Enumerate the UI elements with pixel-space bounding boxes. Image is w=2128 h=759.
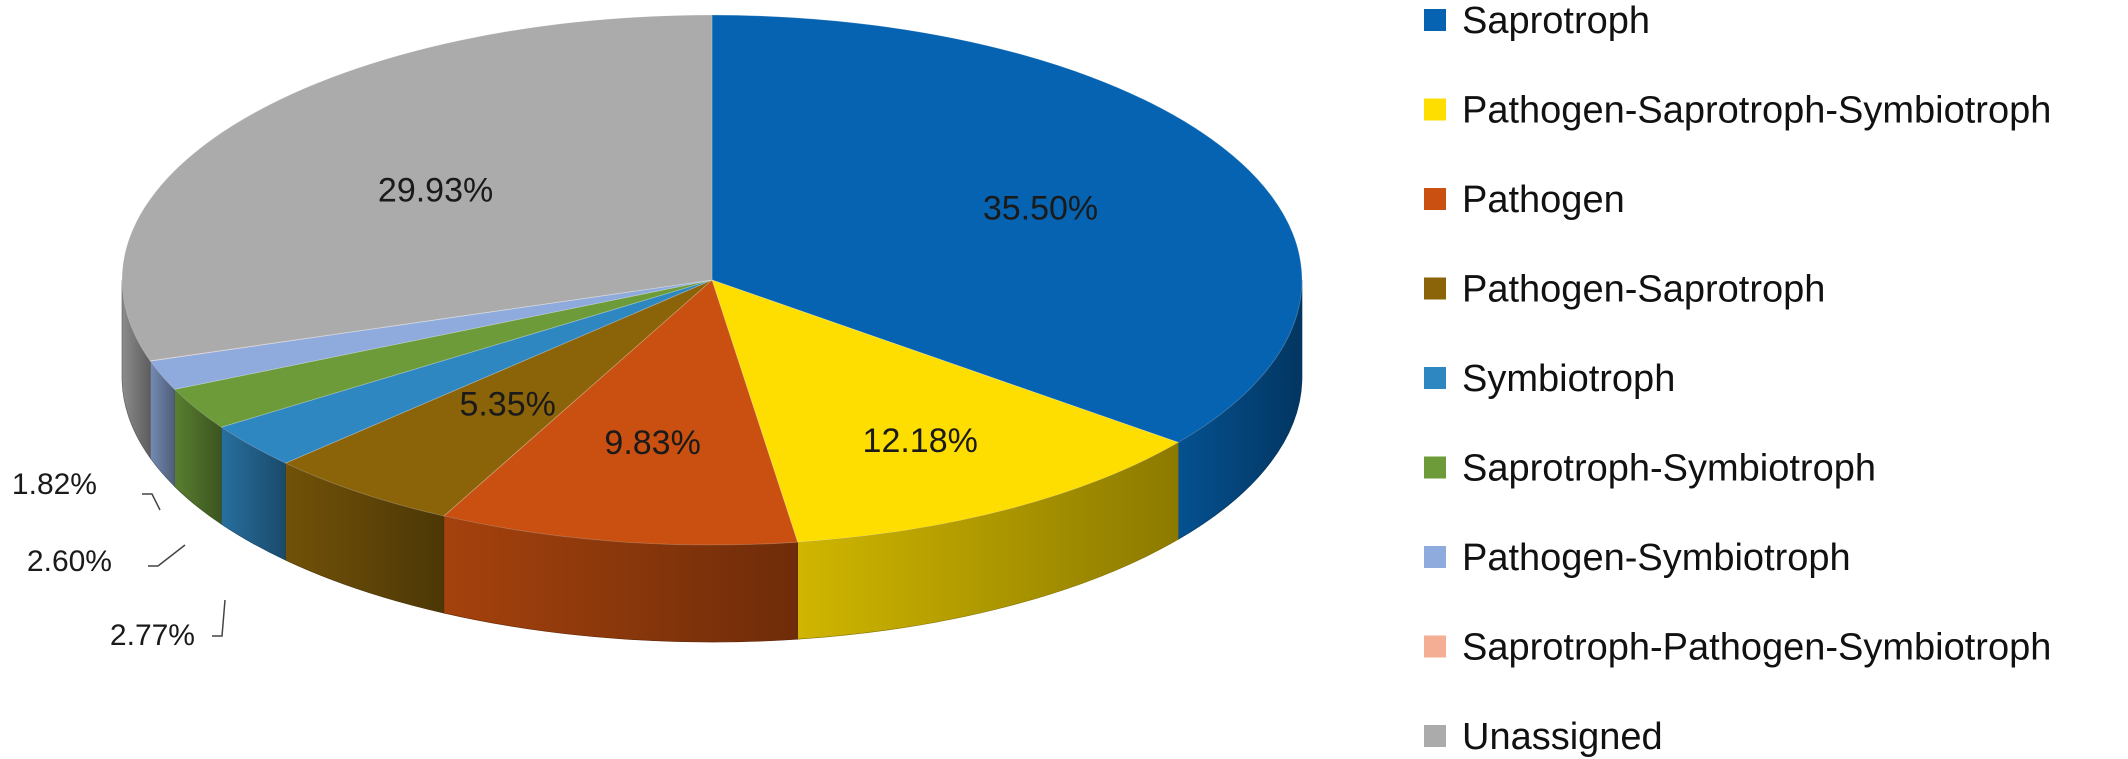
legend-swatch-pathogen-saprotroph-symbiotroph [1424, 98, 1446, 121]
slice-label-unassigned: 29.93% [378, 171, 493, 209]
legend: Saprotroph Pathogen-Saprotroph-Symbiotrop… [1424, 0, 2051, 758]
pie-labels: 35.50% 12.18% 9.83% 5.35% 29.93% 2.77% 2.60% 1.… [12, 171, 1098, 652]
pie-sides [121, 279, 1303, 643]
legend-label-symbiotroph: Symbiotroph [1462, 358, 1675, 400]
legend-swatch-pathogen-symbiotroph [1424, 546, 1446, 568]
slice-pathogen-saprotroph [284, 279, 713, 517]
slice-symbiotroph [220, 279, 713, 464]
leader-line-symbiotroph [212, 599, 226, 637]
legend-swatch-unassigned [1424, 725, 1446, 747]
slice-pathogen [442, 279, 799, 546]
slice-pathogen-symbiotroph [149, 279, 713, 390]
slice-label-saprotroph-symbiotroph: 2.60% [27, 545, 112, 578]
legend-swatch-pathogen [1424, 188, 1446, 210]
slice-label-pathogen-symbiotroph: 1.82% [12, 468, 97, 501]
legend-swatch-pathogen-saprotroph [1424, 277, 1446, 300]
legend-label-pathogen-symbiotroph: Pathogen-Symbiotroph [1462, 537, 1851, 579]
legend-label-saprotroph: Saprotroph [1462, 0, 1650, 42]
leader-line-pathogen-symbiotroph [142, 493, 161, 511]
slice-label-pathogen-saprotroph: 5.35% [459, 385, 555, 423]
slice-pathogen-saprotroph-symbiotroph [711, 279, 1180, 543]
slice-saprotroph-symbiotroph [173, 279, 713, 428]
slice-label-symbiotroph: 2.77% [110, 619, 195, 652]
legend-label-pathogen-saprotroph: Pathogen-Saprotroph [1462, 269, 1825, 311]
legend-swatch-symbiotroph [1424, 367, 1446, 389]
leader-line-saprotroph-symbiotroph [148, 544, 186, 567]
slice-label-pathogen-saprotroph-symbiotroph: 12.18% [863, 422, 978, 460]
pie-tops [121, 14, 1303, 546]
legend-label-pathogen-saprotroph-symbiotroph: Pathogen-Saprotroph-Symbiotroph [1462, 90, 2051, 132]
legend-label-unassigned: Unassigned [1462, 716, 1663, 758]
legend-label-saprotroph-pathogen-symbiotroph: Saprotroph-Pathogen-Symbiotroph [1462, 627, 2051, 669]
legend-swatch-saprotroph-symbiotroph [1424, 456, 1446, 479]
legend-label-saprotroph-symbiotroph: Saprotroph-Symbiotroph [1462, 448, 1876, 490]
legend-swatch-saprotroph-pathogen-symbiotroph [1424, 635, 1446, 658]
legend-swatch-saprotroph [1424, 9, 1446, 31]
slice-unassigned [121, 14, 713, 362]
slice-saprotroph [711, 14, 1303, 443]
slice-label-pathogen: 9.83% [604, 424, 700, 462]
slice-label-saprotroph: 35.50% [983, 190, 1098, 228]
legend-label-pathogen: Pathogen [1462, 179, 1625, 221]
